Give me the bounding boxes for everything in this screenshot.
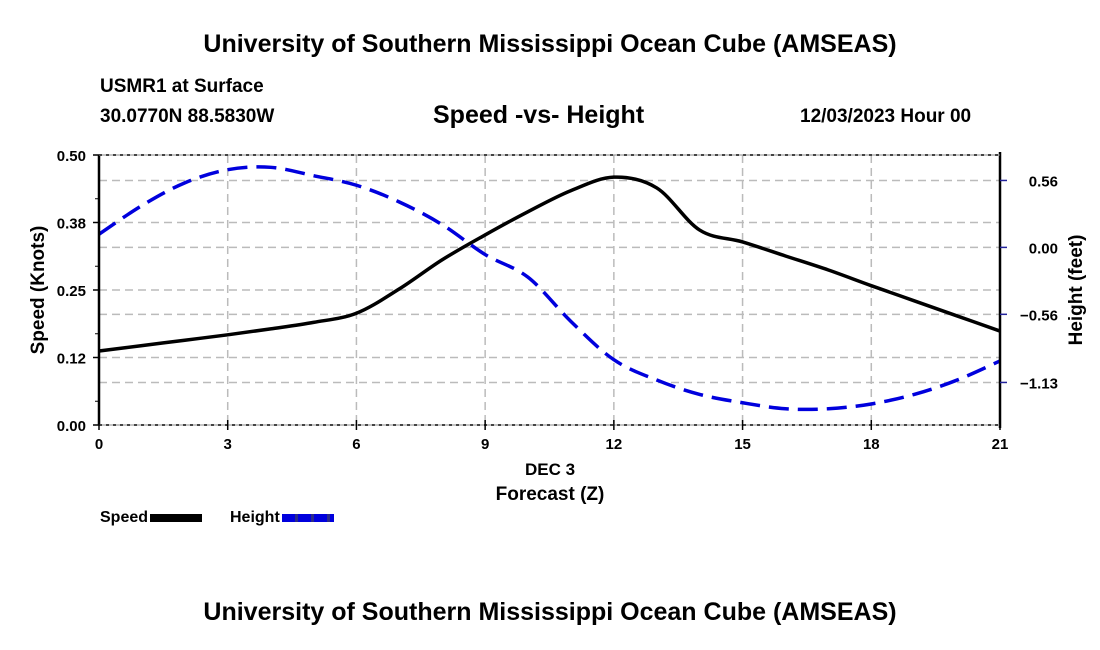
- bottom-title: University of Southern Mississippi Ocean…: [203, 598, 897, 626]
- datetime-label: 12/03/2023 Hour 00: [800, 106, 972, 127]
- legend-speed-swatch: [150, 514, 203, 522]
- y2-axis-label: Height (feet): [1066, 235, 1087, 346]
- coordinates-label: 30.0770N 88.5830W: [100, 106, 275, 127]
- x-axis-date-label: DEC 3: [525, 460, 575, 479]
- y-tick-label: 0.50: [57, 148, 86, 165]
- legend-height: Height: [230, 509, 334, 527]
- x-axis-label: Forecast (Z): [496, 484, 605, 505]
- axis-labels: DEC 3 Forecast (Z) Speed (Knots) Height …: [28, 226, 1087, 505]
- grid: [99, 155, 1000, 425]
- y-axis-label: Speed (Knots): [28, 226, 49, 355]
- y-tick-label: 0.25: [57, 283, 86, 300]
- series-line-height: [98, 165, 1001, 412]
- series-line-speed: [98, 175, 1001, 353]
- y-tick-label: 0.12: [57, 351, 86, 368]
- legend-speed-label: Speed: [100, 509, 149, 526]
- chart-title: Speed -vs- Height: [433, 101, 645, 129]
- axes: 0.00 0.12 0.25 0.38 0.50 0.56 0.00 −0.56 −1.13 0 3…: [57, 148, 1058, 453]
- x-tick-label: 15: [734, 436, 751, 453]
- x-tick-label: 21: [992, 436, 1009, 453]
- station-label: USMR1 at Surface: [100, 76, 264, 97]
- legend-speed: Speed: [100, 509, 203, 527]
- x-tick-label: 0: [95, 436, 103, 453]
- y-tick-label: 0.00: [57, 418, 86, 435]
- legend-height-label: Height: [230, 509, 280, 526]
- x-tick-label: 18: [863, 436, 880, 453]
- y2-tick-label: −0.56: [1020, 307, 1058, 324]
- y2-tick-label: −1.13: [1020, 375, 1058, 392]
- y2-tick-label: 0.00: [1029, 240, 1058, 257]
- legend-height-swatch: [281, 514, 334, 522]
- x-tick-label: 6: [352, 436, 360, 453]
- series-layer: [98, 165, 1001, 412]
- x-tick-label: 3: [224, 436, 232, 453]
- y2-tick-label: 0.56: [1029, 173, 1058, 190]
- x-tick-label: 9: [481, 436, 489, 453]
- y-tick-label: 0.38: [57, 216, 86, 233]
- x-tick-label: 12: [606, 436, 623, 453]
- main-title: University of Southern Mississippi Ocean…: [203, 30, 897, 58]
